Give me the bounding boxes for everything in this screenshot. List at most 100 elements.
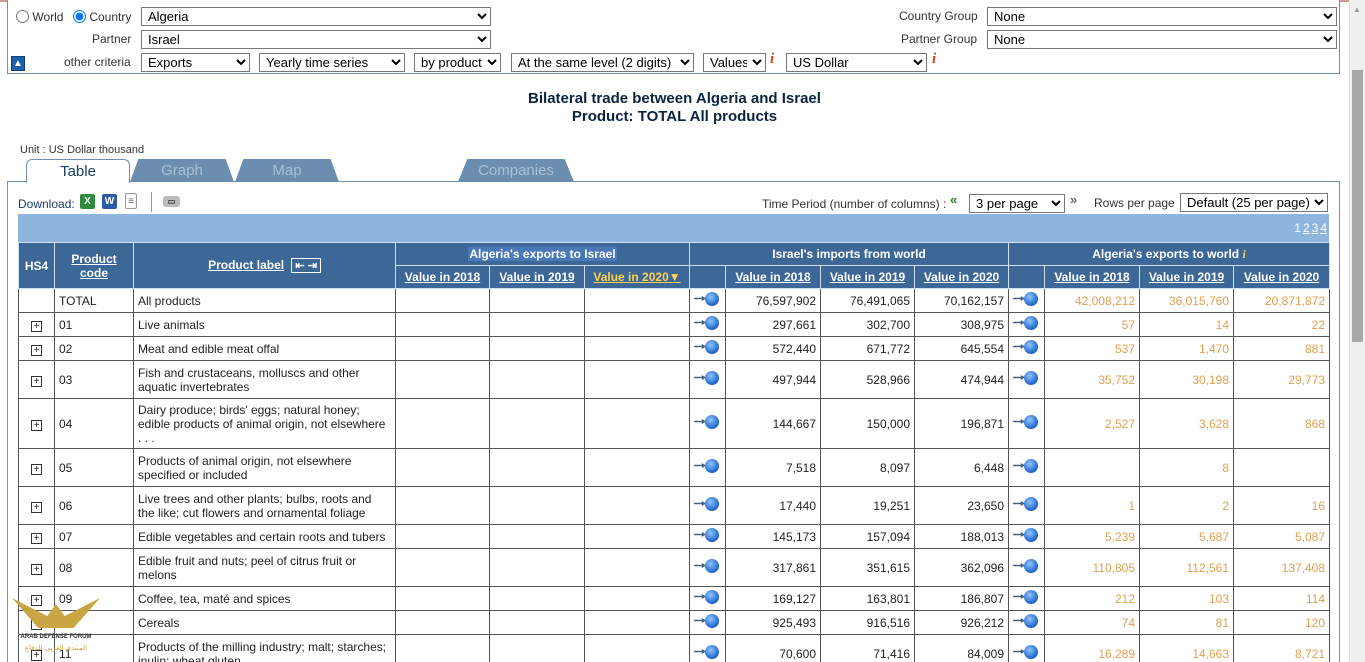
expand-plus-icon[interactable]: + <box>31 532 42 544</box>
col-b-2019[interactable]: Value in 2019 <box>820 265 916 289</box>
map-link-cell[interactable] <box>1008 360 1046 399</box>
map-link-cell[interactable] <box>1008 448 1046 487</box>
col-b-2018[interactable]: Value in 2018 <box>725 265 822 289</box>
globe-arrow-icon[interactable] <box>1013 291 1041 307</box>
page-4-link[interactable]: 4 <box>1320 221 1327 235</box>
col-c-2018[interactable]: Value in 2018 <box>1044 265 1141 289</box>
expand-plus-icon[interactable]: + <box>31 501 42 513</box>
expand-cell[interactable]: + <box>18 360 55 399</box>
map-link-cell[interactable] <box>1008 610 1046 635</box>
map-link-cell[interactable] <box>689 288 727 313</box>
map-link-cell[interactable] <box>689 586 727 611</box>
page-3-link[interactable]: 3 <box>1311 221 1319 235</box>
product-code-header[interactable]: Product code <box>54 242 134 289</box>
rows-per-page-select[interactable]: Default (25 per page) <box>1180 193 1328 212</box>
country-radio[interactable] <box>73 10 86 23</box>
map-link-cell[interactable] <box>1008 312 1046 337</box>
collapse-up-icon[interactable]: ▲ <box>11 56 25 71</box>
expand-column-icon[interactable]: ⇤ ⇥ <box>291 258 321 273</box>
expand-plus-icon[interactable]: + <box>31 463 42 475</box>
col-b-2020[interactable]: Value in 2020 <box>914 265 1010 289</box>
tab-companies[interactable]: Companies <box>458 159 574 182</box>
expand-cell[interactable]: + <box>18 336 55 361</box>
globe-arrow-icon[interactable] <box>694 291 722 307</box>
expand-plus-icon[interactable]: + <box>31 320 42 332</box>
tab-table[interactable]: Table <box>26 159 130 183</box>
time-period-select[interactable]: 3 per page <box>969 194 1065 213</box>
tab-graph[interactable]: Graph <box>130 159 234 182</box>
globe-arrow-icon[interactable] <box>1013 589 1041 605</box>
expand-cell[interactable]: + <box>18 548 55 587</box>
expand-cell[interactable]: + <box>18 398 55 449</box>
globe-arrow-icon[interactable] <box>694 644 722 660</box>
globe-arrow-icon[interactable] <box>694 589 722 605</box>
product-label-header[interactable]: Product label ⇤ ⇥ <box>133 242 396 289</box>
vertical-scrollbar[interactable]: ▲ <box>1349 0 1365 662</box>
partner-select[interactable]: Israel <box>141 30 491 49</box>
globe-arrow-icon[interactable] <box>694 496 722 512</box>
map-link-cell[interactable] <box>1008 524 1046 549</box>
map-link-cell[interactable] <box>1008 288 1046 313</box>
globe-arrow-icon[interactable] <box>694 527 722 543</box>
col-c-2020[interactable]: Value in 2020 <box>1233 265 1331 289</box>
page-2-link[interactable]: 2 <box>1302 221 1310 235</box>
globe-arrow-icon[interactable] <box>694 339 722 355</box>
excel-icon[interactable]: X <box>80 194 95 209</box>
expand-cell[interactable]: + <box>18 448 55 487</box>
globe-arrow-icon[interactable] <box>1013 315 1041 331</box>
globe-arrow-icon[interactable] <box>694 613 722 629</box>
globe-arrow-icon[interactable] <box>1013 527 1041 543</box>
map-link-cell[interactable] <box>689 548 727 587</box>
map-link-cell[interactable] <box>689 634 727 662</box>
map-link-cell[interactable] <box>1008 548 1046 587</box>
globe-arrow-icon[interactable] <box>1013 644 1041 660</box>
globe-arrow-icon[interactable] <box>694 458 722 474</box>
map-link-cell[interactable] <box>689 448 727 487</box>
time-series-select[interactable]: Yearly time series <box>259 53 405 72</box>
expand-cell[interactable]: + <box>18 312 55 337</box>
expand-plus-icon[interactable]: + <box>31 344 42 356</box>
measure-info-icon[interactable]: i <box>770 51 775 67</box>
word-icon[interactable]: W <box>102 194 117 209</box>
expand-plus-icon[interactable]: + <box>31 419 42 431</box>
map-link-cell[interactable] <box>1008 486 1046 525</box>
map-link-cell[interactable] <box>689 336 727 361</box>
map-link-cell[interactable] <box>689 312 727 337</box>
currency-select[interactable]: US Dollar <box>786 53 927 72</box>
tab-map[interactable]: Map <box>235 159 339 182</box>
country-select[interactable]: Algeria <box>141 7 491 26</box>
globe-arrow-icon[interactable] <box>1013 370 1041 386</box>
map-link-cell[interactable] <box>689 360 727 399</box>
next-period-icon[interactable]: » <box>1070 192 1078 207</box>
globe-arrow-icon[interactable] <box>1013 458 1041 474</box>
by-product-select[interactable]: by product <box>414 53 501 72</box>
globe-arrow-icon[interactable] <box>694 414 722 430</box>
col-a-2020[interactable]: Value in 2020▼ <box>583 265 691 289</box>
col-a-2018[interactable]: Value in 2018 <box>395 265 490 289</box>
scrollbar-thumb[interactable] <box>1352 70 1363 342</box>
expand-cell[interactable]: + <box>18 486 55 525</box>
map-link-cell[interactable] <box>689 398 727 449</box>
globe-arrow-icon[interactable] <box>1013 339 1041 355</box>
globe-arrow-icon[interactable] <box>1013 414 1041 430</box>
globe-arrow-icon[interactable] <box>1013 613 1041 629</box>
previous-period-icon[interactable]: « <box>950 192 958 207</box>
world-radio[interactable] <box>16 10 29 23</box>
map-link-cell[interactable] <box>1008 398 1046 449</box>
measure-select[interactable]: Values <box>703 53 766 72</box>
page-1-link[interactable]: 1 <box>1294 221 1301 235</box>
globe-arrow-icon[interactable] <box>1013 496 1041 512</box>
col-c-2019[interactable]: Value in 2019 <box>1139 265 1235 289</box>
expand-plus-icon[interactable]: + <box>31 375 42 387</box>
country-radio-group[interactable]: Country <box>73 10 131 24</box>
map-link-cell[interactable] <box>1008 634 1046 662</box>
text-file-icon[interactable]: ≡ <box>125 193 137 209</box>
globe-arrow-icon[interactable] <box>694 370 722 386</box>
map-link-cell[interactable] <box>689 486 727 525</box>
country-group-select[interactable]: None <box>987 7 1337 26</box>
expand-plus-icon[interactable]: + <box>31 649 42 661</box>
col-a-2019[interactable]: Value in 2019 <box>489 265 585 289</box>
map-link-cell[interactable] <box>1008 336 1046 361</box>
partner-group-select[interactable]: None <box>987 30 1337 49</box>
world-radio-group[interactable]: World <box>16 10 63 24</box>
